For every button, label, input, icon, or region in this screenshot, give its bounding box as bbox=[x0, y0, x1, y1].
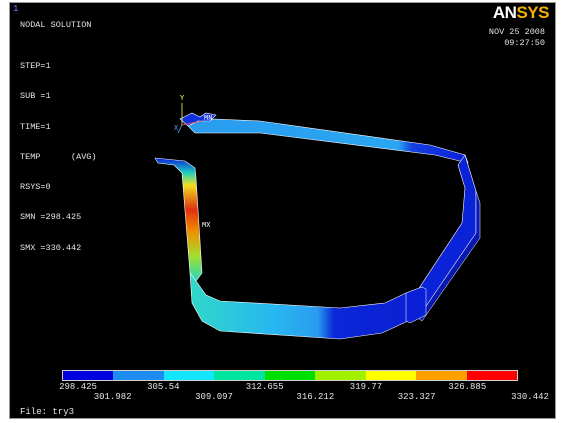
info-smx: SMX =330.442 bbox=[20, 242, 82, 253]
model-render bbox=[154, 103, 481, 340]
color-legend-bar bbox=[62, 370, 518, 381]
ansys-logo: ANSYS bbox=[492, 3, 550, 22]
model-bottom-strip bbox=[189, 272, 423, 340]
legend-swatch bbox=[416, 371, 467, 380]
legend-label-top: 305.54 bbox=[147, 382, 180, 392]
legend-label-top: 319.77 bbox=[349, 382, 383, 392]
legend-label-top: 298.425 bbox=[59, 382, 97, 392]
plot-date: NOV 25 2008 bbox=[488, 27, 545, 37]
legend-label-top: 326.885 bbox=[448, 382, 487, 392]
legend-label-bottom: 301.982 bbox=[93, 392, 132, 402]
solution-info: STEP=1 SUB =1 TIME=1 TEMP (AVG) RSYS=0 S… bbox=[20, 41, 97, 273]
plot-title: NODAL SOLUTION bbox=[20, 20, 92, 30]
legend-label-bottom: 316.212 bbox=[296, 392, 335, 402]
legend-label-top: 312.655 bbox=[245, 382, 284, 392]
model-bottom-block bbox=[405, 286, 427, 324]
max-marker: MX bbox=[202, 222, 211, 230]
info-temp: TEMP (AVG) bbox=[20, 151, 97, 162]
model-top-strip bbox=[187, 118, 469, 164]
model-right-side bbox=[417, 190, 481, 322]
window-number: 1 bbox=[13, 4, 19, 14]
min-marker: MN bbox=[204, 115, 213, 123]
axis-y-label: Y bbox=[180, 95, 185, 103]
model-tab bbox=[179, 112, 217, 127]
graphics-viewport[interactable]: 1 NODAL SOLUTION STEP=1 SUB =1 TIME=1 TE… bbox=[9, 2, 556, 419]
info-rsys: RSYS=0 bbox=[20, 182, 51, 193]
plot-time: 09:27:50 bbox=[504, 38, 545, 48]
legend-label-bottom: 323.327 bbox=[397, 392, 436, 402]
info-time: TIME=1 bbox=[20, 121, 51, 132]
legend-swatch bbox=[466, 371, 517, 380]
info-sub: SUB =1 bbox=[20, 91, 51, 102]
file-label: File: try3 bbox=[20, 407, 75, 417]
legend-swatch bbox=[365, 371, 417, 380]
legend-swatch bbox=[264, 371, 316, 380]
model-left-strip bbox=[154, 157, 203, 282]
legend-label-bottom: 309.097 bbox=[195, 392, 233, 402]
legend-swatch bbox=[214, 371, 265, 380]
legend-swatch bbox=[113, 371, 164, 380]
info-smn: SMN =298.425 bbox=[20, 212, 82, 223]
legend-swatch bbox=[315, 371, 366, 380]
legend-swatch bbox=[163, 371, 215, 380]
legend-label-bottom: 330.442 bbox=[511, 392, 549, 402]
axis-x-label: X bbox=[174, 125, 179, 133]
info-step: STEP=1 bbox=[20, 61, 51, 71]
legend-swatch bbox=[63, 371, 114, 380]
